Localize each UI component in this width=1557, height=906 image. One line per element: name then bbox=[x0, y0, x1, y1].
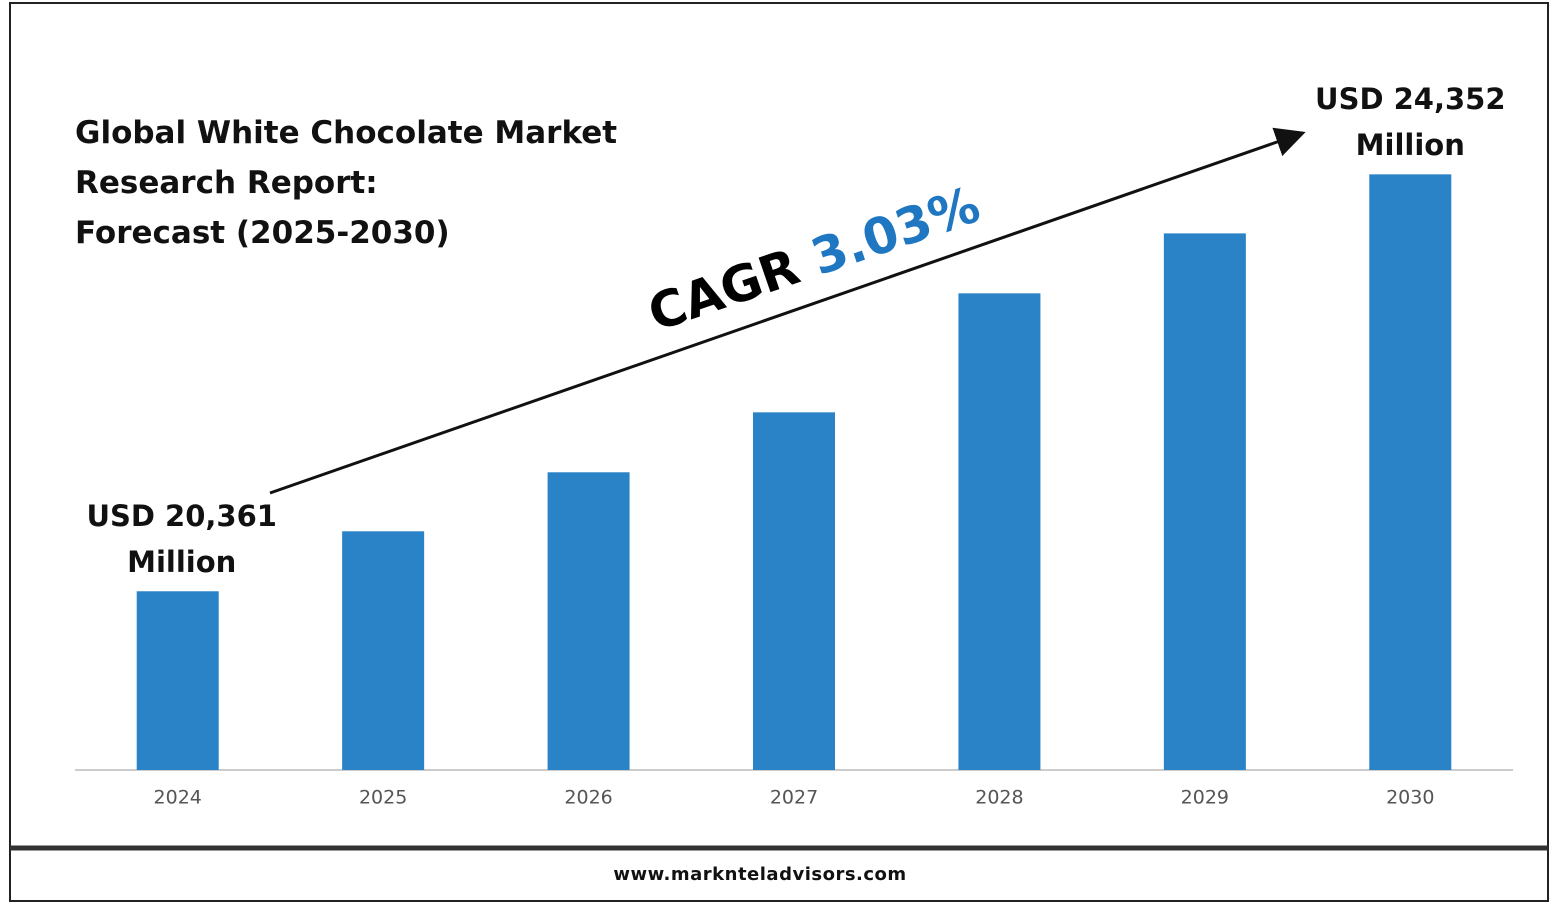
frame bbox=[9, 2, 1549, 902]
value-label: USD 20,361 Million bbox=[86, 499, 277, 580]
bar bbox=[1369, 174, 1452, 771]
bar bbox=[136, 591, 219, 770]
bar bbox=[342, 531, 425, 770]
chart-title: Global White Chocolate Market Research R… bbox=[75, 115, 618, 251]
x-tick-label: 2024 bbox=[154, 787, 202, 809]
footer: www.marknteladvisors.com bbox=[613, 864, 907, 885]
bar bbox=[753, 412, 835, 770]
x-tick-label: 2027 bbox=[770, 787, 818, 809]
cagr-value: 3.03% bbox=[804, 175, 987, 286]
x-tick-label: 2026 bbox=[564, 787, 612, 809]
cagr-label: CAGR bbox=[641, 237, 806, 342]
bar bbox=[547, 472, 630, 770]
x-tick-label: 2030 bbox=[1386, 787, 1434, 809]
x-tick-label: 2025 bbox=[359, 787, 407, 809]
cagr-arrow bbox=[269, 127, 1306, 495]
x-tick-label: 2028 bbox=[975, 787, 1023, 809]
cagr-annotation: CAGR 3.03% bbox=[641, 175, 987, 342]
value-label: USD 24,352 Million bbox=[1315, 82, 1506, 163]
bar bbox=[1163, 233, 1246, 771]
bar bbox=[958, 293, 1041, 770]
x-tick-label: 2029 bbox=[1181, 787, 1229, 809]
